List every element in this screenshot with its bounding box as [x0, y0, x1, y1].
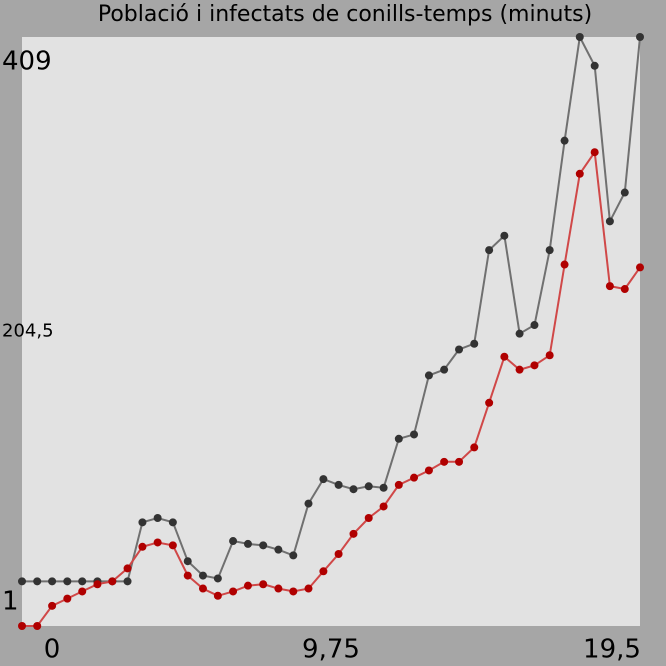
data-point	[620, 188, 629, 197]
data-point	[545, 246, 554, 255]
data-point	[410, 430, 419, 439]
data-point	[605, 217, 614, 226]
y-tick-label: 204,5	[2, 321, 54, 342]
data-point	[153, 538, 162, 547]
data-point	[455, 457, 464, 466]
data-point	[48, 577, 57, 586]
data-point	[213, 591, 222, 600]
data-point	[455, 345, 464, 354]
data-point	[108, 577, 117, 586]
data-point	[168, 518, 177, 527]
data-point	[379, 502, 388, 511]
data-point	[93, 580, 102, 589]
data-point	[229, 537, 238, 546]
data-point	[198, 571, 207, 580]
x-tick-label: 0	[44, 635, 61, 665]
data-point	[545, 351, 554, 360]
data-point	[289, 551, 298, 560]
data-point	[198, 584, 207, 593]
data-point	[620, 285, 629, 294]
data-point	[500, 231, 509, 240]
data-point	[33, 622, 42, 630]
data-point	[530, 321, 539, 330]
chart-title: Població i infectats de conills-temps (m…	[98, 2, 592, 27]
data-point	[259, 580, 268, 589]
data-point	[63, 594, 72, 603]
data-point	[379, 483, 388, 492]
data-point	[153, 513, 162, 522]
data-point	[515, 365, 524, 374]
data-point	[319, 567, 328, 576]
data-point	[138, 518, 147, 527]
data-point	[349, 485, 358, 494]
data-point	[410, 473, 419, 482]
data-point	[123, 577, 132, 586]
data-point	[349, 529, 358, 538]
data-point	[243, 581, 252, 590]
data-point	[364, 513, 373, 522]
data-point	[590, 148, 599, 157]
data-point	[319, 475, 328, 484]
data-point	[636, 33, 644, 41]
data-point	[334, 480, 343, 489]
data-point	[304, 584, 313, 593]
data-point	[440, 365, 449, 374]
data-point	[213, 574, 222, 583]
data-point	[515, 329, 524, 338]
data-point	[168, 541, 177, 550]
data-point	[530, 361, 539, 370]
data-point	[560, 136, 569, 145]
x-tick-label: 19,5	[583, 635, 641, 665]
data-point	[394, 434, 403, 443]
data-point	[78, 587, 87, 596]
data-point	[138, 542, 147, 551]
data-point	[424, 371, 433, 380]
data-point	[575, 33, 584, 41]
data-point	[590, 61, 599, 70]
data-point	[560, 260, 569, 269]
data-point	[63, 577, 72, 586]
data-point	[500, 352, 509, 361]
data-point	[274, 584, 283, 593]
data-point	[18, 622, 26, 630]
data-point	[440, 457, 449, 466]
data-point	[485, 398, 494, 407]
data-point	[243, 539, 252, 548]
data-point	[394, 480, 403, 489]
data-point	[485, 246, 494, 255]
data-point	[78, 577, 87, 586]
y-tick-label: 1	[2, 587, 19, 617]
data-point	[48, 601, 57, 610]
data-point	[229, 587, 238, 596]
data-point	[424, 466, 433, 475]
data-point	[470, 339, 479, 348]
data-point	[289, 587, 298, 596]
data-point	[364, 482, 373, 491]
data-point	[304, 499, 313, 508]
x-tick-label: 9,75	[302, 635, 360, 665]
data-point	[183, 557, 192, 566]
data-point	[575, 169, 584, 178]
data-point	[123, 564, 132, 573]
data-point	[274, 545, 283, 554]
data-point	[259, 541, 268, 550]
data-point	[605, 282, 614, 291]
data-point	[33, 577, 42, 586]
plot-area	[22, 37, 640, 626]
data-point	[636, 263, 644, 272]
y-tick-label: 409	[2, 47, 52, 77]
data-point	[470, 443, 479, 452]
data-point	[18, 577, 26, 586]
data-point	[183, 571, 192, 580]
data-point	[334, 549, 343, 558]
